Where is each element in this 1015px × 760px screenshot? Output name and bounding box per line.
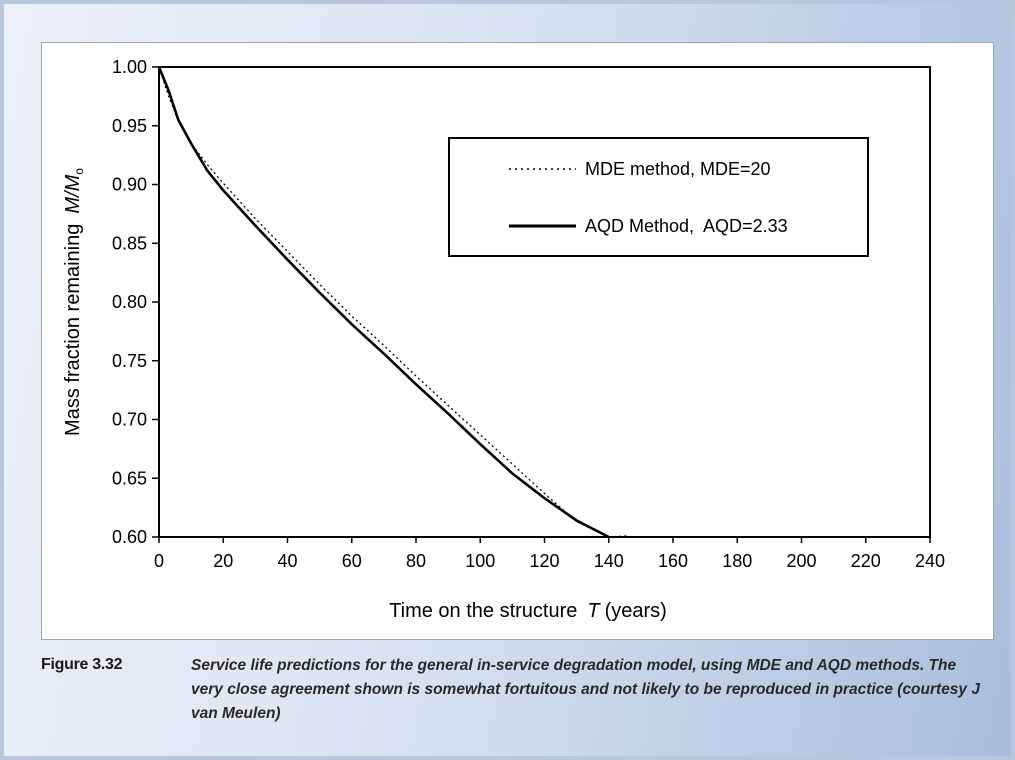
y-axis-label-var: M/M (62, 174, 84, 213)
legend-label-aqd: AQD Method, AQD=2.33 (585, 216, 788, 236)
series-aqd-line (157, 66, 610, 539)
y-tick-label: 0.70 (112, 410, 147, 430)
x-tick-label: 100 (465, 551, 495, 571)
y-axis-label: Mass fraction remaining M/Mo (62, 168, 86, 436)
x-tick-label: 120 (529, 551, 559, 571)
y-axis-label-text: Mass fraction remaining (62, 224, 84, 436)
x-tick-label: 240 (915, 551, 945, 571)
y-tick-label: 0.65 (112, 468, 147, 488)
y-tick-label: 0.60 (112, 527, 147, 547)
legend: MDE method, MDE=20 AQD Method, AQD=2.33 (448, 137, 869, 257)
x-tick-label: 200 (786, 551, 816, 571)
legend-box (448, 137, 869, 257)
figure-caption: Service life predictions for the general… (191, 657, 980, 722)
y-tick-label: 1.00 (112, 57, 147, 77)
series-mde-line (158, 66, 629, 538)
y-tick-label: 0.75 (112, 351, 147, 371)
y-axis-ticks: 0.60 0.65 0.70 0.75 0.80 0.85 0.90 0.95 1.00 (112, 57, 159, 547)
x-tick-label: 80 (406, 551, 426, 571)
y-tick-label: 0.80 (112, 292, 147, 312)
x-axis-label-var: T (587, 600, 601, 622)
x-tick-label: 220 (851, 551, 881, 571)
y-tick-label: 0.95 (112, 116, 147, 136)
plot-area-frame (158, 66, 931, 538)
y-axis-label-sub: o (72, 168, 86, 175)
x-tick-label: 140 (594, 551, 624, 571)
x-axis-label-text: Time on the structure (389, 600, 577, 622)
x-axis-label: Time on the structure T (years) (389, 600, 667, 622)
x-axis-label-unit: (years) (605, 600, 667, 622)
y-tick-label: 0.90 (112, 175, 147, 195)
figure-label: Figure 3.32 (41, 656, 123, 673)
x-tick-label: 40 (277, 551, 297, 571)
x-tick-label: 20 (213, 551, 233, 571)
x-axis-ticks: 0 20 40 60 80 100 120 140 160 180 200 220 240 (154, 537, 945, 571)
y-tick-label: 0.85 (112, 233, 147, 253)
x-tick-label: 60 (342, 551, 362, 571)
series-layer (157, 66, 629, 539)
legend-label-mde: MDE method, MDE=20 (585, 159, 771, 179)
x-tick-label: 160 (658, 551, 688, 571)
x-tick-label: 0 (154, 551, 164, 571)
x-tick-label: 180 (722, 551, 752, 571)
